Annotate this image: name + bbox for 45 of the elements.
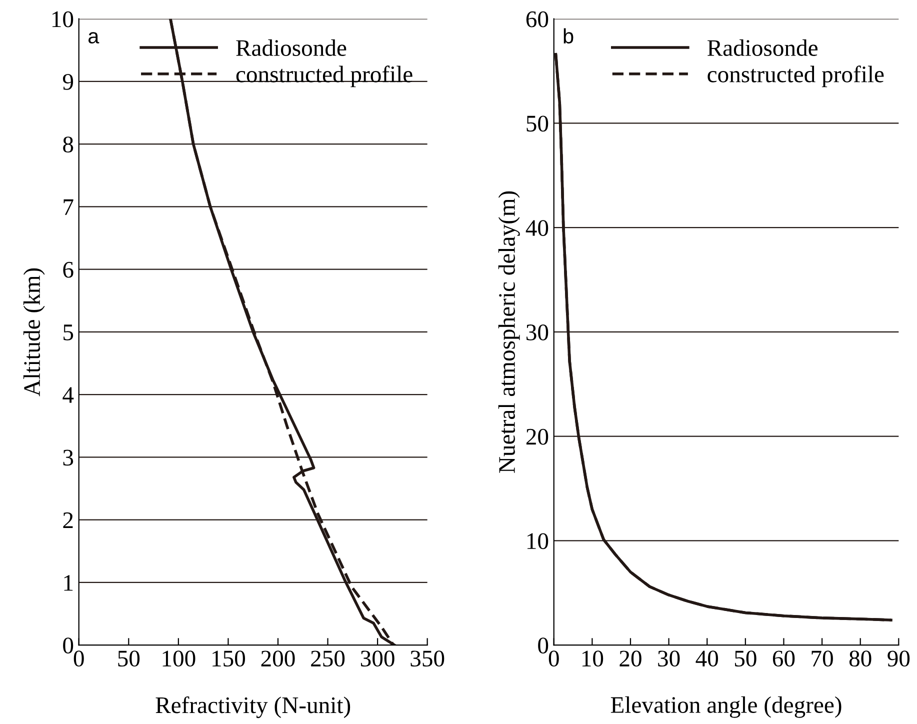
- y-tick-label: 40: [526, 220, 548, 236]
- x-tick-label: 60: [772, 650, 795, 667]
- y-tick-label: 4: [62, 387, 74, 403]
- x-tick-label: 30: [658, 650, 680, 667]
- y-axis-title: Nuetral atmospheric delay(m): [498, 191, 520, 473]
- x-tick-label: 300: [360, 650, 394, 667]
- annotation: a: [88, 32, 100, 44]
- y-tick-label: 30: [526, 324, 548, 340]
- x-tick-label: 70: [812, 650, 833, 667]
- y-tick-label: 0: [538, 638, 548, 654]
- x-tick-label: 50: [118, 650, 140, 667]
- x-axis-title: Elevation angle (degree): [610, 696, 842, 718]
- y-tick-label: 1: [64, 575, 73, 591]
- y-tick-label: 9: [62, 74, 74, 90]
- x-tick-label: 200: [261, 650, 295, 667]
- y-tick-label: 0: [63, 638, 74, 654]
- y-tick-label: 20: [526, 428, 548, 445]
- y-tick-label: 10: [527, 533, 548, 550]
- x-tick-label: 10: [582, 650, 604, 667]
- x-tick-label: 350: [410, 650, 444, 667]
- x-tick-label: 90: [888, 650, 910, 667]
- x-tick-label: 20: [620, 650, 642, 667]
- x-tick-label: 250: [311, 650, 345, 667]
- y-axis-title: Altitude (km): [23, 268, 45, 396]
- x-tick-label: 150: [212, 650, 246, 667]
- annotation: b: [564, 28, 574, 44]
- legend-label: constructed profile: [708, 66, 884, 88]
- x-tick-label: 80: [849, 650, 872, 667]
- legend-label: Radiosonde: [708, 39, 818, 56]
- x-tick-label: 50: [734, 650, 756, 667]
- x-tick-label: 100: [162, 650, 196, 667]
- legend-label: Radiosonde: [236, 39, 346, 56]
- x-tick-label: 0: [548, 650, 559, 667]
- x-axis-title: Refractivity (N-unit): [156, 696, 350, 718]
- y-tick-label: 60: [526, 11, 548, 28]
- y-tick-label: 5: [64, 324, 74, 340]
- y-tick-label: 7: [64, 199, 74, 215]
- x-tick-label: 40: [696, 650, 718, 667]
- y-tick-label: 2: [63, 512, 73, 528]
- y-tick-label: 50: [526, 116, 548, 132]
- y-tick-label: 10: [52, 11, 74, 28]
- y-tick-label: 8: [63, 136, 74, 152]
- y-tick-label: 6: [63, 262, 74, 278]
- y-tick-label: 3: [63, 450, 74, 466]
- x-tick-label: 0: [74, 650, 84, 667]
